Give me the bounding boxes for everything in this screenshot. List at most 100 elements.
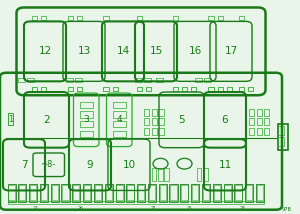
Bar — [52, 185, 58, 200]
Bar — [203, 168, 208, 181]
Bar — [149, 185, 155, 200]
Bar — [75, 78, 82, 82]
Bar — [181, 185, 188, 200]
Text: 10: 10 — [122, 160, 136, 170]
Bar — [18, 78, 25, 82]
Bar — [19, 185, 26, 200]
Bar — [224, 185, 231, 200]
Bar — [256, 128, 262, 135]
Text: 97B: 97B — [281, 207, 291, 212]
Bar — [192, 185, 198, 200]
Bar — [76, 87, 82, 91]
Bar — [214, 185, 220, 200]
Text: 5: 5 — [178, 115, 185, 125]
Bar — [137, 184, 145, 202]
Bar — [264, 109, 269, 116]
Text: 9: 9 — [87, 160, 93, 170]
Bar — [144, 128, 149, 135]
Bar — [73, 185, 80, 200]
Bar — [68, 87, 73, 91]
Bar — [144, 109, 149, 116]
Bar — [112, 131, 126, 137]
Bar — [112, 87, 118, 91]
Bar — [224, 184, 232, 202]
Bar — [218, 87, 223, 91]
Bar — [159, 184, 167, 202]
Bar — [32, 16, 37, 20]
Bar — [136, 16, 142, 20]
Text: 3: 3 — [83, 115, 89, 124]
Bar — [127, 185, 134, 200]
Bar — [208, 16, 214, 20]
Bar — [72, 184, 80, 202]
Text: 22: 22 — [33, 206, 39, 211]
Bar — [278, 124, 288, 150]
Bar — [76, 16, 82, 20]
Bar — [8, 185, 15, 200]
Bar — [51, 184, 59, 202]
Text: 26: 26 — [78, 206, 84, 211]
Bar — [66, 78, 73, 82]
Bar — [68, 16, 73, 20]
Bar — [249, 118, 254, 125]
Bar — [202, 184, 210, 202]
Bar — [213, 184, 221, 202]
Bar — [238, 16, 244, 20]
Bar — [152, 118, 157, 125]
Bar — [30, 185, 36, 200]
Text: 2: 2 — [43, 115, 50, 125]
Bar — [246, 185, 252, 200]
Bar — [62, 185, 69, 200]
Bar — [80, 121, 93, 127]
Bar — [169, 184, 178, 202]
Bar — [40, 87, 46, 91]
Bar — [138, 185, 144, 200]
Bar — [40, 184, 48, 202]
Bar — [234, 184, 242, 202]
Bar — [112, 121, 126, 127]
Bar — [103, 87, 109, 91]
Bar — [80, 131, 93, 137]
Bar — [278, 126, 284, 135]
Text: 11: 11 — [218, 160, 232, 170]
Text: 7: 7 — [21, 160, 27, 170]
Bar — [172, 87, 178, 91]
Bar — [172, 16, 178, 20]
Text: 14: 14 — [116, 46, 130, 56]
Bar — [18, 184, 26, 202]
Bar — [249, 109, 254, 116]
Bar — [126, 184, 134, 202]
Text: 28: 28 — [240, 206, 246, 211]
Bar — [256, 184, 264, 202]
Bar — [8, 201, 264, 204]
Bar — [84, 185, 90, 200]
Bar — [264, 128, 269, 135]
Bar — [146, 87, 151, 91]
Bar — [218, 16, 223, 20]
Bar — [94, 184, 102, 202]
Bar — [158, 168, 163, 181]
Bar — [40, 16, 46, 20]
Text: ~8-: ~8- — [40, 160, 56, 169]
Text: 4: 4 — [116, 115, 122, 124]
Bar — [80, 111, 93, 118]
Bar — [103, 16, 109, 20]
Text: 71: 71 — [150, 206, 156, 211]
Bar — [61, 184, 70, 202]
Bar — [257, 185, 263, 200]
Text: 13: 13 — [77, 46, 91, 56]
Bar — [8, 113, 13, 125]
Bar — [116, 184, 124, 202]
Bar — [180, 184, 188, 202]
Bar — [196, 168, 201, 181]
Bar — [144, 118, 149, 125]
Bar — [264, 118, 269, 125]
Bar — [8, 184, 16, 202]
Text: 75: 75 — [186, 206, 192, 211]
Bar — [190, 87, 196, 91]
Bar — [204, 78, 211, 82]
Text: 12: 12 — [38, 46, 52, 56]
Bar — [83, 184, 91, 202]
Bar — [148, 184, 156, 202]
Bar — [156, 78, 163, 82]
